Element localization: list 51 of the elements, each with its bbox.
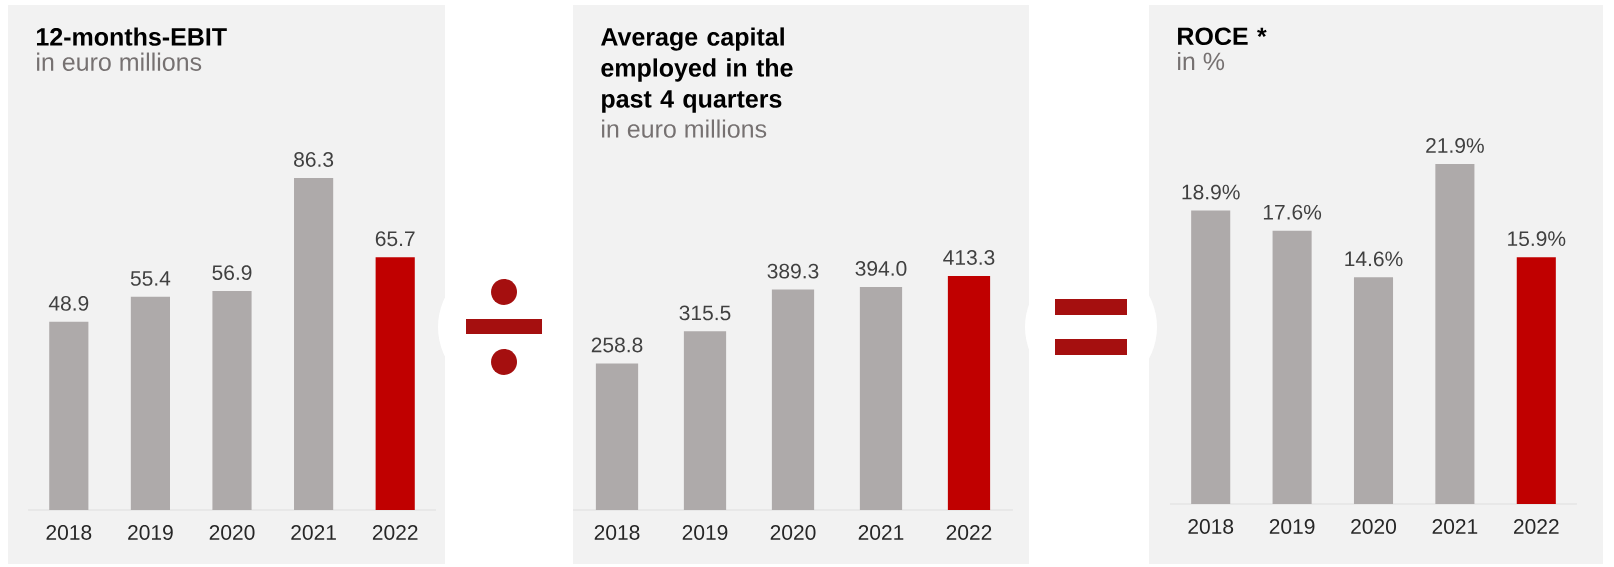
bar xyxy=(49,321,89,510)
data-label: 21.9% xyxy=(1426,138,1484,153)
bar xyxy=(130,296,170,510)
bar xyxy=(294,177,334,510)
bar xyxy=(375,257,415,510)
x-tick-label: 2018 xyxy=(594,525,640,540)
x-tick-label: 2019 xyxy=(128,525,173,540)
x-tick-label: 2018 xyxy=(46,525,92,540)
data-label: 389.3 xyxy=(767,263,819,279)
x-tick-label: 2022 xyxy=(1514,519,1559,534)
data-label: 14.6% xyxy=(1345,251,1403,267)
chart-subtitle: in euro millions xyxy=(602,119,767,138)
bar xyxy=(1191,210,1231,504)
bar xyxy=(683,331,727,510)
data-label: 86.3 xyxy=(294,152,334,167)
x-tick-label: 2020 xyxy=(770,525,816,540)
x-tick-label: 2022 xyxy=(372,525,418,540)
bar xyxy=(1516,257,1556,504)
x-tick-label: 2018 xyxy=(1188,519,1234,534)
data-label: 394.0 xyxy=(855,261,907,276)
bar xyxy=(1272,230,1312,504)
chart-subtitle: in % xyxy=(1178,51,1225,71)
data-label: 65.7 xyxy=(375,231,415,247)
data-label: 413.3 xyxy=(943,250,995,265)
x-tick-label: 2019 xyxy=(1269,519,1315,534)
chart-title: Average capital employed in the past 4 quarters xyxy=(601,27,793,113)
x-tick-label: 2019 xyxy=(682,525,728,540)
bar xyxy=(595,363,639,510)
bar xyxy=(1435,163,1475,504)
data-label: 18.9% xyxy=(1182,184,1240,200)
chart-title: 12-months-EBIT xyxy=(36,27,227,46)
chart-subtitle: in euro millions xyxy=(37,52,202,71)
x-tick-label: 2021 xyxy=(1432,519,1478,534)
x-tick-label: 2021 xyxy=(858,525,904,540)
data-label: 258.8 xyxy=(591,337,643,353)
bar xyxy=(771,289,815,510)
data-label: 17.6% xyxy=(1263,204,1322,220)
data-label: 55.4 xyxy=(130,271,171,286)
bar xyxy=(859,286,903,510)
data-label: 15.9% xyxy=(1508,231,1566,247)
bar xyxy=(212,291,252,510)
x-tick-label: 2020 xyxy=(209,525,255,540)
x-tick-label: 2020 xyxy=(1351,519,1397,534)
chart-title: ROCE * xyxy=(1178,27,1267,46)
x-tick-label: 2022 xyxy=(946,525,992,540)
bar xyxy=(1353,277,1394,504)
x-tick-label: 2021 xyxy=(291,525,336,540)
data-label: 48.9 xyxy=(48,295,89,311)
data-label: 56.9 xyxy=(212,265,252,281)
bar xyxy=(947,275,991,510)
data-label: 315.5 xyxy=(679,305,731,321)
